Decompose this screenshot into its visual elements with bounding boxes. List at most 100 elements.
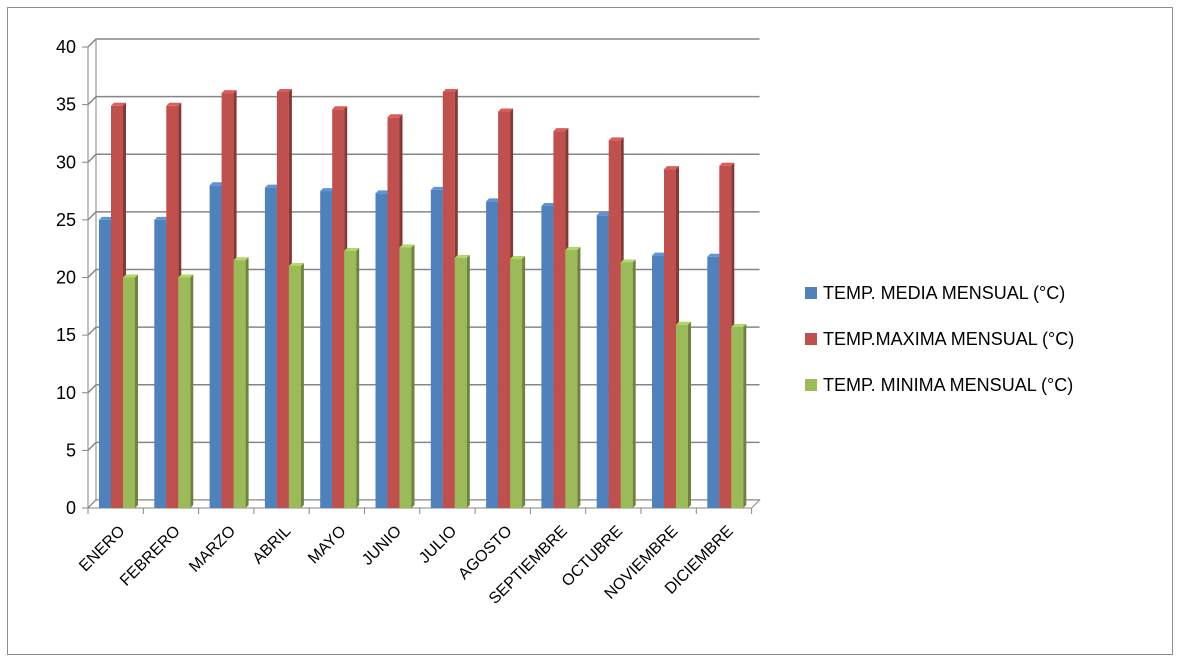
bar-front: [541, 206, 554, 509]
bar: [454, 254, 470, 508]
bar-side: [411, 244, 415, 508]
bar-front: [486, 201, 499, 508]
chart-frame: [7, 7, 1173, 655]
bar-front: [608, 140, 621, 509]
chart-walls: [86, 39, 761, 509]
bar: [233, 257, 249, 508]
bar-top: [719, 162, 735, 166]
legend-label-media: TEMP. MEDIA MENSUAL (°C): [823, 282, 1066, 303]
gridline: [87, 38, 760, 48]
bar-front: [154, 219, 167, 508]
y-tick-label: 35: [56, 95, 76, 115]
bar-top: [332, 106, 348, 110]
bar-top: [553, 128, 569, 132]
bar-top: [387, 114, 403, 118]
bar-top: [731, 324, 747, 328]
bar-top: [166, 102, 182, 106]
bar-front: [553, 131, 566, 508]
bar-side: [743, 324, 747, 508]
bar-top: [209, 182, 225, 186]
bar-front: [510, 259, 523, 508]
bar-front: [276, 91, 289, 508]
bar-top: [430, 186, 446, 190]
bar-front: [442, 91, 455, 508]
bar-front: [320, 191, 333, 508]
bar-top: [178, 274, 194, 278]
bar: [399, 244, 415, 508]
bar-top: [111, 102, 126, 106]
legend-label-maxima: TEMP.MAXIMA MENSUAL (°C): [823, 328, 1075, 349]
bar-side: [632, 259, 636, 508]
bar-side: [300, 262, 304, 508]
y-axis-ticks: 0 5 10 15 20 25 30 35 40: [56, 37, 76, 518]
bar: [731, 324, 747, 508]
bar-front: [178, 277, 191, 508]
bar-top: [221, 90, 237, 94]
y-tick-label: 15: [56, 325, 76, 345]
y-tick-label: 20: [56, 268, 76, 288]
category-label: ABRIL: [250, 523, 295, 568]
bars: [99, 88, 747, 509]
bar-front: [221, 93, 234, 508]
legend-swatch-media: [805, 287, 817, 299]
bar-side: [190, 274, 194, 508]
bar-front: [332, 109, 345, 509]
y-tick-label: 30: [56, 152, 76, 172]
bar-side: [135, 274, 138, 508]
bar-front: [676, 324, 688, 508]
bar-top: [541, 203, 557, 207]
bar-side: [466, 254, 470, 508]
category-label: FEBRERO: [117, 523, 184, 590]
y-tick-label: 10: [56, 383, 76, 403]
bar-front: [652, 255, 664, 508]
bar-front: [454, 257, 467, 508]
bar-top: [399, 244, 415, 248]
bar-top: [442, 88, 458, 92]
bar-front: [719, 165, 732, 508]
bar-front: [620, 262, 633, 508]
bar-front: [596, 215, 609, 508]
bar: [288, 262, 304, 508]
bar-side: [356, 247, 360, 508]
legend-swatch-minima: [805, 379, 817, 391]
category-label: MAYO: [305, 523, 350, 568]
category-label: JUNIO: [359, 523, 405, 569]
bar-front: [123, 277, 135, 508]
bar-top: [676, 321, 691, 325]
bar-front: [209, 185, 222, 509]
bar-top: [99, 216, 114, 220]
bar-top: [375, 190, 391, 194]
bar-top: [510, 256, 526, 260]
bar-side: [522, 256, 526, 508]
bar-front: [99, 219, 111, 508]
bar-top: [498, 108, 514, 112]
bar-top: [596, 212, 612, 216]
bar-front: [430, 189, 443, 508]
legend: TEMP. MEDIA MENSUAL (°C) TEMP.MAXIMA MEN…: [805, 270, 1165, 408]
bar-front: [664, 169, 676, 509]
bar-front: [387, 117, 400, 509]
bar: [676, 321, 691, 508]
bar-front: [264, 187, 277, 509]
bar-top: [652, 252, 667, 256]
bar-front: [731, 327, 744, 508]
bar-front: [498, 111, 511, 508]
bar-front: [166, 105, 179, 508]
bar: [344, 247, 360, 508]
bar-front: [288, 265, 301, 508]
bar-top: [123, 274, 138, 278]
bar-top: [486, 198, 502, 202]
bar-top: [454, 254, 470, 258]
bar-top: [608, 137, 624, 141]
bar-top: [233, 257, 249, 261]
bar-top: [154, 216, 170, 220]
bar-front: [111, 105, 123, 508]
bar-top: [707, 253, 723, 257]
bar-top: [565, 246, 581, 250]
legend-item-minima: TEMP. MINIMA MENSUAL (°C): [805, 362, 1165, 408]
gridline: [87, 211, 760, 221]
bar-front: [344, 250, 357, 508]
gridline: [87, 153, 760, 163]
